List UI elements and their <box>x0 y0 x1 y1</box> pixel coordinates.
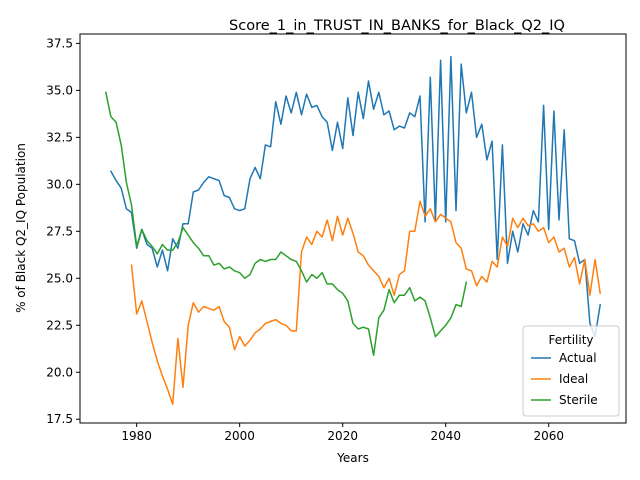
y-tick-label: 17.5 <box>46 412 73 426</box>
legend-box <box>522 325 620 417</box>
x-axis-label: Years <box>336 451 369 465</box>
plot-area <box>105 55 601 405</box>
y-axis-label: % of Black Q2_IQ Population <box>14 143 28 313</box>
legend-entries: Actual Ideal Sterile <box>531 351 598 407</box>
x-tick-label: 2000 <box>224 429 255 443</box>
series-line-ideal <box>130 200 601 405</box>
series-line-sterile <box>105 91 468 357</box>
x-tick-label: 2060 <box>533 429 564 443</box>
y-tick-label: 30.0 <box>46 177 73 191</box>
legend-title: Fertility <box>548 333 593 347</box>
legend-label-actual: Actual <box>559 351 597 365</box>
y-tick-label: 20.0 <box>46 365 73 379</box>
x-tick-label: 2040 <box>430 429 461 443</box>
y-tick-label: 22.5 <box>46 318 73 332</box>
y-tick-label: 35.0 <box>46 83 73 97</box>
chart-title: Score_1_in_TRUST_IN_BANKS_for_Black_Q2_I… <box>229 18 565 34</box>
y-tick-label: 32.5 <box>46 130 73 144</box>
legend-label-sterile: Sterile <box>559 393 598 407</box>
y-tick-label: 37.5 <box>46 36 73 50</box>
y-tick-label: 25.0 <box>46 271 73 285</box>
series-line-actual <box>110 55 601 338</box>
y-tick-label: 27.5 <box>46 224 73 238</box>
x-tick-label: 2020 <box>327 429 358 443</box>
y-axis: 17.5 20.0 22.5 25.0 27.5 30.0 32.5 35.0 37.5 <box>46 36 80 426</box>
legend-label-ideal: Ideal <box>559 372 588 386</box>
plot-frame <box>79 33 627 424</box>
x-tick-label: 1980 <box>121 429 152 443</box>
x-axis: 1980 2000 2020 2040 2060 <box>121 423 564 443</box>
legend: Fertility Actual Ideal Sterile <box>522 325 620 417</box>
